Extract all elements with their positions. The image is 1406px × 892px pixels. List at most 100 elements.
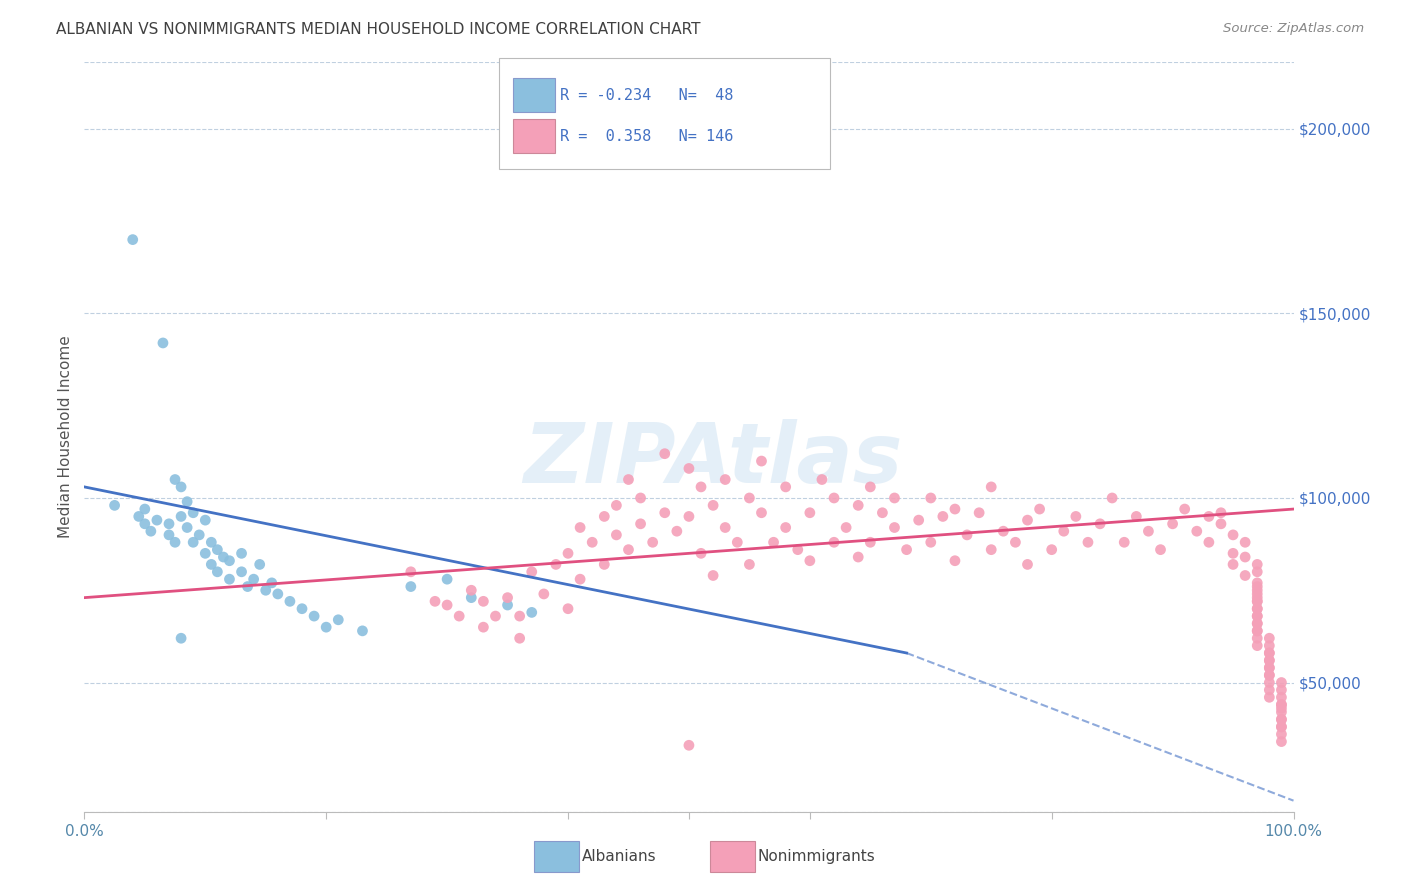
Point [593, 558, 616, 572]
Point [165, 473, 187, 487]
Point [569, 520, 592, 534]
Point [1209, 516, 1232, 531]
Point [799, 554, 821, 568]
Point [1185, 524, 1208, 539]
Point [1246, 601, 1268, 615]
Point [1246, 624, 1268, 638]
Point [520, 606, 543, 620]
Point [352, 624, 374, 638]
Point [200, 535, 222, 549]
Point [1149, 542, 1171, 557]
Point [993, 524, 1015, 539]
Point [267, 587, 290, 601]
Point [231, 565, 253, 579]
Point [775, 480, 797, 494]
Point [846, 549, 869, 564]
Point [630, 491, 652, 505]
Point [1258, 675, 1281, 690]
Point [811, 473, 834, 487]
Point [823, 535, 845, 549]
Point [641, 535, 664, 549]
Point [194, 513, 217, 527]
Point [1270, 720, 1292, 734]
Point [399, 565, 422, 579]
Point [1246, 594, 1268, 608]
Point [569, 572, 592, 586]
Point [1246, 558, 1268, 572]
Point [617, 473, 640, 487]
Point [751, 454, 773, 468]
Point [1246, 587, 1268, 601]
Point [678, 509, 700, 524]
Point [1270, 675, 1292, 690]
Point [846, 499, 869, 513]
Text: ALBANIAN VS NONIMMIGRANTS MEDIAN HOUSEHOLD INCOME CORRELATION CHART: ALBANIAN VS NONIMMIGRANTS MEDIAN HOUSEHO… [56, 22, 700, 37]
Point [1222, 546, 1244, 560]
Point [231, 546, 253, 560]
Text: Source: ZipAtlas.com: Source: ZipAtlas.com [1223, 22, 1364, 36]
Point [1270, 701, 1292, 715]
Text: ZIPAtlas: ZIPAtlas [523, 419, 903, 500]
Point [714, 473, 737, 487]
Point [520, 565, 543, 579]
Point [1246, 580, 1268, 594]
Point [654, 506, 676, 520]
Point [1198, 535, 1220, 549]
Point [786, 542, 808, 557]
Point [170, 509, 193, 524]
Point [207, 542, 229, 557]
Point [496, 591, 519, 605]
Point [678, 739, 700, 753]
Point [1258, 646, 1281, 660]
Point [1246, 616, 1268, 631]
Point [423, 594, 446, 608]
Point [1270, 705, 1292, 719]
Point [200, 558, 222, 572]
Point [859, 480, 882, 494]
Point [1125, 509, 1147, 524]
Point [593, 509, 616, 524]
Point [1258, 653, 1281, 667]
Point [1246, 594, 1268, 608]
Point [738, 491, 761, 505]
Point [1258, 661, 1281, 675]
Point [1258, 661, 1281, 675]
Point [1246, 601, 1268, 615]
Point [1053, 524, 1076, 539]
Point [139, 524, 162, 539]
Point [690, 480, 713, 494]
Point [1270, 682, 1292, 697]
Point [654, 447, 676, 461]
Point [1114, 535, 1136, 549]
Point [496, 598, 519, 612]
Point [1028, 502, 1050, 516]
Point [762, 535, 785, 549]
Point [1258, 632, 1281, 646]
Point [176, 494, 198, 508]
Point [181, 535, 204, 549]
Point [1270, 734, 1292, 748]
Point [121, 233, 143, 247]
Point [943, 502, 966, 516]
Point [859, 535, 882, 549]
Point [1270, 720, 1292, 734]
Point [1246, 616, 1268, 631]
Point [1246, 609, 1268, 624]
Point [920, 535, 942, 549]
Point [170, 632, 193, 646]
Point [665, 524, 688, 539]
Point [1246, 639, 1268, 653]
Point [980, 480, 1002, 494]
Point [1222, 558, 1244, 572]
Point [181, 506, 204, 520]
Point [236, 580, 259, 594]
Point [1137, 524, 1160, 539]
Point [1246, 591, 1268, 605]
Point [932, 509, 955, 524]
Point [702, 568, 724, 582]
Point [738, 558, 761, 572]
Point [823, 491, 845, 505]
Point [1270, 713, 1292, 727]
Point [218, 554, 240, 568]
Point [302, 609, 325, 624]
